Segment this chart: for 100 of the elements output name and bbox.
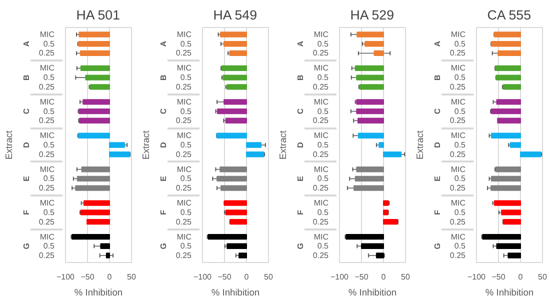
- y-tick-label: 0.5: [180, 174, 192, 184]
- text: D: [158, 142, 168, 148]
- y-tick-label: MIC: [314, 97, 329, 106]
- y-tick-label: MIC: [176, 64, 192, 73]
- y-tick-label: 0.25: [450, 48, 466, 58]
- y-tick-label: MIC: [176, 97, 192, 106]
- y-tick-label: 0.5: [317, 242, 330, 251]
- y-tick-label: 0.5: [317, 208, 330, 217]
- y-tick-label: MIC: [40, 30, 55, 39]
- text: B: [296, 74, 305, 80]
- y-tick-label: 0.25: [450, 184, 466, 193]
- x-tick-label: −50: [492, 272, 506, 282]
- y-tick-label: 0.25: [38, 116, 56, 126]
- x-tick-label: 0: [107, 272, 112, 282]
- y-axis-title: Extract: [4, 130, 14, 160]
- y-tick-label: 0.25: [38, 82, 56, 92]
- y-tick-label: 0.25: [176, 217, 192, 226]
- y-tick-label: 0.5: [180, 73, 192, 82]
- text: C: [432, 108, 442, 114]
- chart-title: HA 501: [76, 8, 120, 22]
- text: A: [22, 40, 31, 47]
- y-tick-label: 0.5: [454, 73, 466, 82]
- text: D: [22, 142, 31, 148]
- y-tick-label: 0.25: [176, 184, 192, 193]
- y-tick-label: 0.25: [38, 217, 56, 226]
- chart-title: HA 529: [350, 8, 394, 22]
- text: E: [22, 175, 31, 182]
- y-tick-label: 0.5: [454, 174, 466, 184]
- y-tick-label: 0.5: [43, 174, 56, 184]
- y-tick-label: MIC: [176, 131, 192, 140]
- y-tick-label: 0.5: [180, 242, 192, 251]
- x-tick-label: 50: [127, 272, 136, 282]
- y-tick-label: 0.25: [176, 150, 192, 159]
- text: B: [158, 74, 168, 80]
- y-axis-title: Extract: [414, 130, 425, 160]
- y-tick-label: MIC: [314, 64, 329, 73]
- y-tick-label: 0.25: [38, 184, 56, 193]
- y-tick-label: MIC: [450, 198, 466, 208]
- y-tick-label: 0.5: [43, 208, 56, 217]
- y-tick-label: MIC: [40, 198, 55, 208]
- x-tick-label: −50: [218, 272, 232, 282]
- y-tick-label: MIC: [450, 232, 466, 242]
- x-tick-label: 50: [264, 272, 274, 282]
- y-tick-label: 0.5: [317, 140, 330, 150]
- text: F: [432, 210, 442, 215]
- text: A: [432, 40, 442, 47]
- text: G: [296, 243, 305, 250]
- y-tick-label: 0.25: [38, 48, 56, 58]
- y-tick-label: MIC: [176, 30, 192, 39]
- x-tick-label: −100: [193, 272, 212, 282]
- y-tick-label: 0.5: [43, 140, 56, 150]
- y-tick-label: 0.25: [312, 82, 330, 92]
- y-tick-label: 0.5: [454, 242, 466, 251]
- y-tick-label: 0.5: [454, 208, 466, 217]
- y-tick-label: 0.5: [454, 140, 466, 150]
- text: E: [158, 175, 168, 182]
- y-tick-label: 0.25: [38, 251, 56, 260]
- chart-title: HA 549: [213, 8, 258, 22]
- y-tick-label: MIC: [314, 164, 329, 174]
- y-tick-label: 0.25: [450, 251, 466, 260]
- x-tick-label: −100: [56, 272, 76, 282]
- y-tick-label: 0.25: [312, 217, 330, 226]
- x-tick-label: 50: [401, 272, 410, 282]
- y-tick-label: 0.25: [312, 150, 330, 159]
- y-tick-label: MIC: [40, 97, 55, 106]
- y-tick-label: 0.5: [180, 208, 192, 217]
- y-tick-label: MIC: [450, 97, 466, 106]
- x-tick-label: −50: [354, 272, 369, 282]
- y-tick-label: 0.25: [312, 116, 330, 126]
- y-tick-label: 0.25: [312, 184, 330, 193]
- x-tick-label: −100: [467, 272, 486, 282]
- x-axis-title: % Inhibition: [348, 288, 397, 298]
- y-tick-label: MIC: [176, 164, 192, 174]
- text: G: [432, 243, 442, 250]
- y-tick-label: 0.5: [180, 140, 192, 150]
- y-tick-label: MIC: [176, 232, 192, 242]
- text: E: [432, 175, 442, 182]
- y-tick-label: 0.5: [180, 106, 192, 116]
- x-axis-title: % Inhibition: [74, 288, 123, 298]
- y-tick-label: 0.25: [176, 251, 192, 260]
- x-tick-label: −50: [80, 272, 95, 282]
- text: B: [22, 74, 31, 80]
- x-tick-label: 0: [518, 272, 524, 282]
- y-tick-label: 0.5: [317, 73, 330, 82]
- y-tick-label: 0.5: [454, 106, 466, 116]
- y-axis-title: Extract: [140, 130, 151, 160]
- text: C: [22, 108, 31, 114]
- y-tick-label: 0.5: [43, 242, 56, 251]
- y-tick-label: 0.5: [43, 106, 56, 116]
- x-tick-label: 50: [538, 272, 548, 282]
- y-tick-label: 0.5: [317, 106, 330, 116]
- text: E: [296, 175, 305, 182]
- y-tick-label: 0.25: [176, 82, 192, 92]
- text: F: [296, 210, 305, 215]
- y-tick-label: 0.5: [180, 39, 192, 48]
- y-tick-label: MIC: [314, 232, 329, 242]
- y-tick-label: 0.25: [312, 251, 330, 260]
- y-tick-label: 0.5: [454, 39, 466, 48]
- text: G: [158, 243, 168, 250]
- y-tick-label: MIC: [450, 30, 466, 39]
